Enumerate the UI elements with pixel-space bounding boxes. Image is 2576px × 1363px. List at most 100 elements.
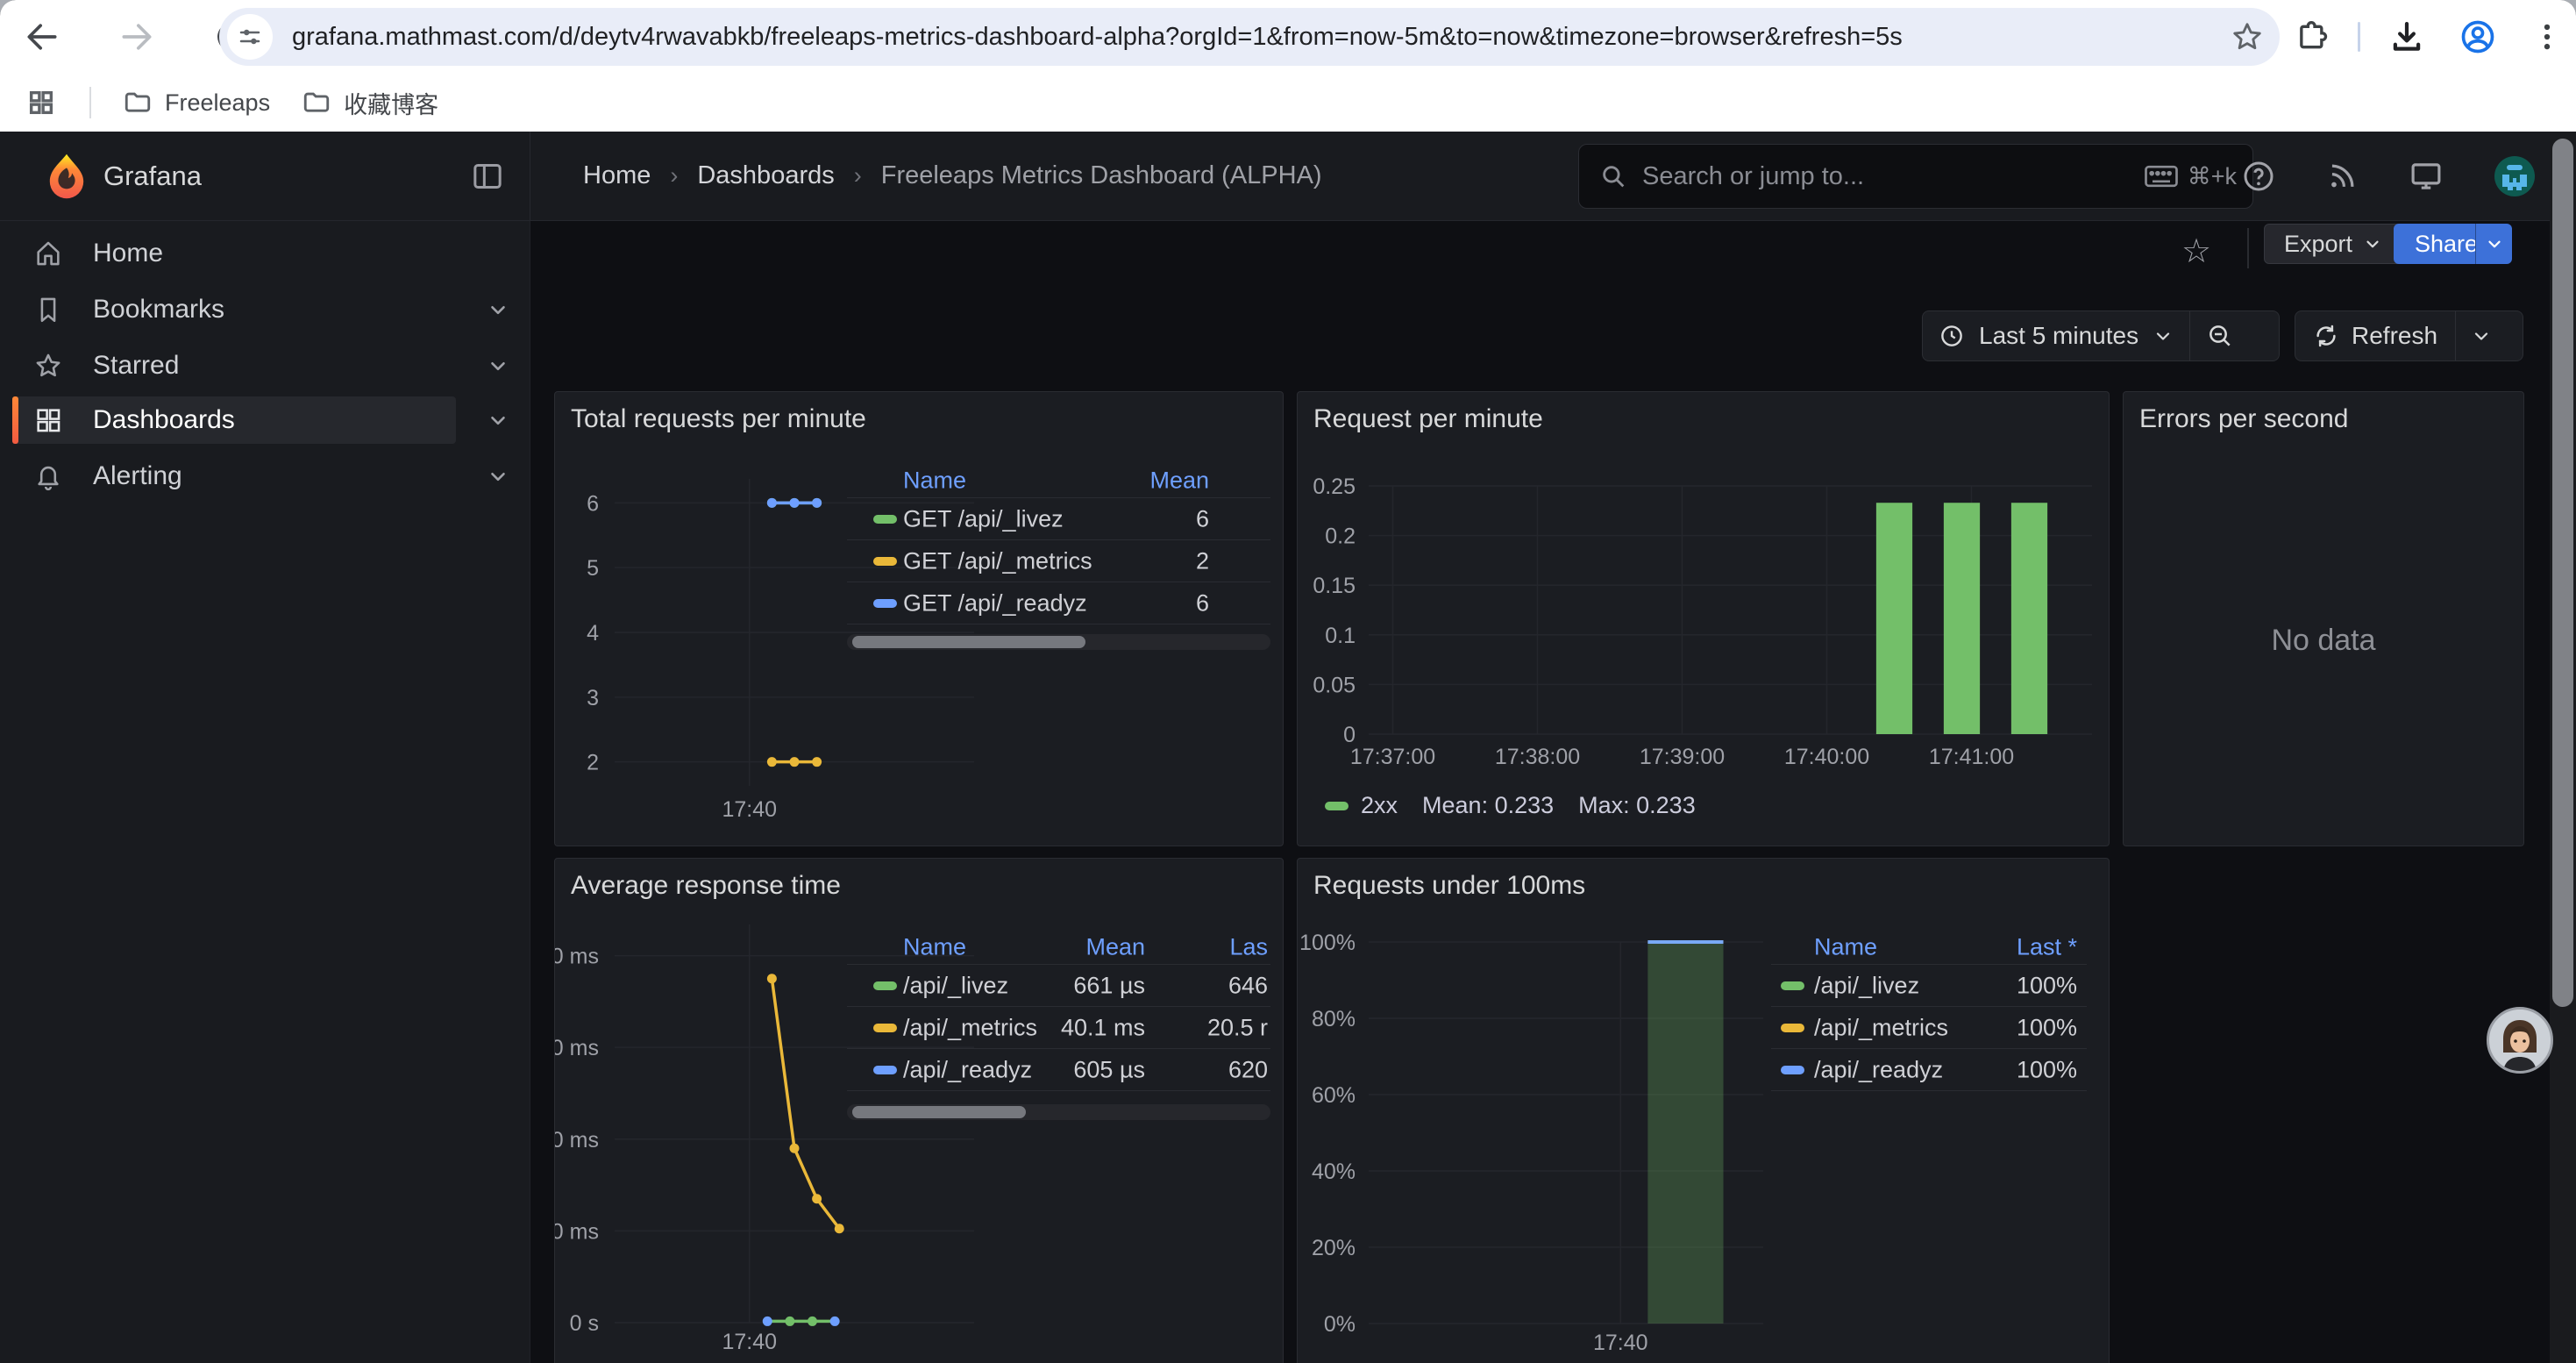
column-header[interactable]: Las (1229, 933, 1268, 960)
zoom-out-time-button[interactable] (2189, 311, 2249, 360)
active-indicator (12, 396, 18, 444)
series-value: 2 (1196, 547, 1209, 574)
series-swatch[interactable] (1781, 1024, 1804, 1032)
series-swatch[interactable] (873, 1024, 897, 1032)
panel-errors-per-second: Errors per second No data (2123, 391, 2524, 846)
sidebar-expand-starred[interactable] (480, 348, 516, 383)
scrollbar-thumb[interactable] (2552, 139, 2573, 1007)
legend-scrollbar[interactable] (847, 634, 1270, 650)
floating-avatar[interactable] (2487, 1007, 2553, 1074)
sidebar-item-starred[interactable]: Starred (12, 342, 456, 389)
legend-series[interactable]: 2xx (1361, 792, 1398, 819)
kebab-menu-icon (2530, 20, 2564, 54)
legend-swatch[interactable] (1325, 802, 1348, 810)
svg-text:0.1: 0.1 (1325, 624, 1356, 648)
series-name[interactable]: /api/_metrics (903, 1014, 1037, 1041)
series-swatch[interactable] (873, 515, 897, 524)
news-button[interactable] (2320, 159, 2364, 194)
series-name[interactable]: GET /api/_readyz (903, 589, 1087, 617)
series-name[interactable]: /api/_livez (1814, 972, 1919, 999)
page-scrollbar[interactable] (2550, 132, 2576, 1363)
bookmark-label: Freeleaps (165, 89, 270, 117)
share-menu-button[interactable] (2475, 224, 2512, 264)
apps-grid-icon (26, 88, 56, 118)
svg-text:17:40: 17:40 (722, 797, 777, 822)
series-value: 6 (1196, 505, 1209, 532)
apps-grid-button[interactable] (21, 87, 61, 118)
svg-text:3: 3 (587, 686, 599, 710)
clock-icon (1939, 323, 1965, 349)
star-dashboard-button[interactable]: ☆ (2170, 225, 2223, 277)
column-header[interactable]: Mean (1149, 467, 1209, 494)
url-input[interactable] (290, 22, 2231, 53)
series-swatch[interactable] (873, 557, 897, 566)
legend-scrollbar[interactable] (847, 1104, 1270, 1120)
sidebar-item-bookmarks[interactable]: Bookmarks (12, 286, 456, 333)
series-name[interactable]: GET /api/_metrics (903, 547, 1092, 574)
series-value: 100% (2017, 1014, 2077, 1041)
series-swatch[interactable] (873, 981, 897, 990)
svg-text:5: 5 (587, 556, 599, 581)
sidebar-item-alerting[interactable]: Alerting (12, 453, 456, 500)
back-button[interactable] (18, 12, 67, 61)
sidebar-expand-bookmarks[interactable] (480, 292, 516, 327)
kiosk-mode-button[interactable] (2402, 157, 2450, 196)
series-name[interactable]: /api/_readyz (903, 1056, 1032, 1083)
series-swatch[interactable] (1781, 981, 1804, 990)
sidebar-item-home[interactable]: Home (12, 230, 456, 277)
refresh-button[interactable]: Refresh (2295, 311, 2455, 360)
column-header[interactable]: Name (903, 933, 966, 960)
forward-button[interactable] (112, 12, 161, 61)
time-range-button[interactable]: Last 5 minutes (1923, 311, 2189, 360)
series-name[interactable]: /api/_livez (903, 972, 1008, 999)
column-header[interactable]: Name (1814, 933, 1877, 960)
sidebar-item-dashboards[interactable]: Dashboards (12, 396, 456, 444)
extensions-button[interactable] (2289, 18, 2335, 55)
svg-text:0.05: 0.05 (1313, 673, 1356, 697)
series-name[interactable]: /api/_readyz (1814, 1056, 1943, 1083)
sidebar-expand-alerting[interactable] (480, 459, 516, 494)
bookmarks-bar: Freeleaps 收藏博客 (0, 74, 2576, 132)
series-name[interactable]: /api/_metrics (1814, 1014, 1948, 1041)
user-avatar-button[interactable] (2488, 154, 2541, 198)
series-swatch[interactable] (873, 1066, 897, 1074)
bookmark-star-icon[interactable] (2231, 20, 2264, 54)
breadcrumb-dashboards[interactable]: Dashboards (697, 161, 834, 190)
legend-table-header: Name Mean Las (847, 930, 1270, 965)
svg-text:4: 4 (587, 621, 599, 646)
site-settings-icon[interactable] (227, 14, 273, 60)
bookmark-folder-freeleaps[interactable]: Freeleaps (123, 88, 270, 118)
panel-request-per-minute: Request per minute 0.250.20.150.10.05017… (1297, 391, 2110, 846)
column-header[interactable]: Mean (1085, 933, 1145, 960)
column-header[interactable]: Last * (2017, 933, 2077, 960)
url-bar[interactable] (219, 8, 2280, 66)
export-button[interactable]: Export (2264, 224, 2402, 264)
legend-table-header: Name Last * (1771, 930, 2087, 965)
svg-text:60%: 60% (1312, 1083, 1356, 1108)
refresh-interval-button[interactable] (2455, 311, 2506, 360)
help-button[interactable] (2236, 158, 2281, 195)
profile-button[interactable] (2453, 17, 2502, 57)
bookmark-folder-blogs[interactable]: 收藏博客 (302, 86, 438, 120)
column-header[interactable]: Name (903, 467, 966, 494)
series-swatch[interactable] (873, 599, 897, 608)
browser-menu-button[interactable] (2525, 19, 2569, 54)
breadcrumb-home[interactable]: Home (583, 161, 651, 190)
series-swatch[interactable] (1781, 1066, 1804, 1074)
svg-text:0.15: 0.15 (1313, 574, 1356, 598)
svg-text:17:39:00: 17:39:00 (1640, 745, 1725, 769)
legend-table: Name Mean GET /api/_livez 6 GET /api/_metric… (847, 463, 1270, 624)
sidebar-toggle-button[interactable] (465, 158, 510, 197)
downloads-button[interactable] (2383, 18, 2430, 56)
sidebar-expand-dashboards[interactable] (480, 403, 516, 438)
legend-table: NameMeanLas/api/_livez661 µs646/api/_met… (847, 930, 1270, 1091)
search-box[interactable]: ⌘+k (1578, 144, 2253, 209)
search-input[interactable] (1640, 161, 2144, 192)
legend-table: Name Last * /api/_livez 100% /api/_metrics 10… (1771, 930, 2087, 1091)
series-value: 100% (2017, 972, 2077, 999)
grafana-logo[interactable] (46, 153, 88, 200)
sidebar: Home Bookmarks Starred Dashboards Alerti… (0, 221, 530, 1363)
svg-text:80 ms: 80 ms (555, 945, 599, 969)
refresh-icon (2313, 323, 2339, 349)
series-name[interactable]: GET /api/_livez (903, 505, 1064, 532)
